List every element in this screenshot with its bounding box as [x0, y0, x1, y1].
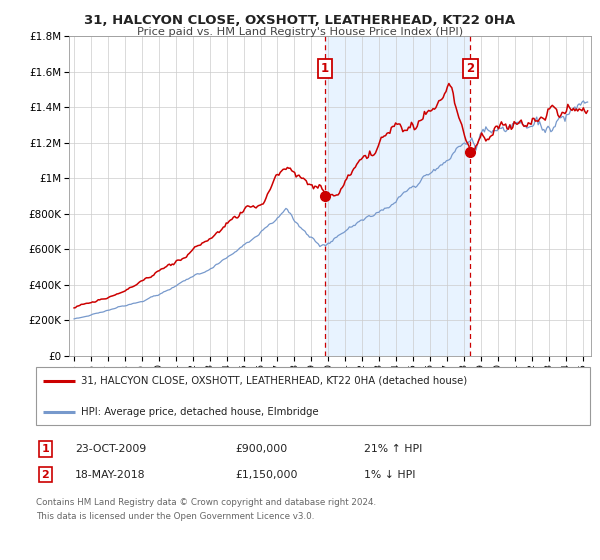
Text: £1,150,000: £1,150,000 [235, 470, 298, 480]
Text: 1: 1 [321, 62, 329, 75]
Text: 2: 2 [41, 470, 49, 480]
Text: HPI: Average price, detached house, Elmbridge: HPI: Average price, detached house, Elmb… [80, 407, 319, 417]
FancyBboxPatch shape [36, 367, 590, 425]
Text: Contains HM Land Registry data © Crown copyright and database right 2024.: Contains HM Land Registry data © Crown c… [36, 498, 376, 507]
Text: 31, HALCYON CLOSE, OXSHOTT, LEATHERHEAD, KT22 0HA (detached house): 31, HALCYON CLOSE, OXSHOTT, LEATHERHEAD,… [80, 376, 467, 386]
Bar [325, 36, 470, 356]
Text: 18-MAY-2018: 18-MAY-2018 [75, 470, 146, 480]
Text: 2: 2 [466, 62, 475, 75]
Text: This data is licensed under the Open Government Licence v3.0.: This data is licensed under the Open Gov… [36, 512, 314, 521]
Text: Price paid vs. HM Land Registry's House Price Index (HPI): Price paid vs. HM Land Registry's House … [137, 27, 463, 38]
Text: £900,000: £900,000 [235, 444, 287, 454]
Text: 1: 1 [41, 444, 49, 454]
Text: 31, HALCYON CLOSE, OXSHOTT, LEATHERHEAD, KT22 0HA: 31, HALCYON CLOSE, OXSHOTT, LEATHERHEAD,… [85, 13, 515, 27]
Text: 21% ↑ HPI: 21% ↑ HPI [364, 444, 422, 454]
Text: 23-OCT-2009: 23-OCT-2009 [75, 444, 146, 454]
Text: 1% ↓ HPI: 1% ↓ HPI [364, 470, 415, 480]
